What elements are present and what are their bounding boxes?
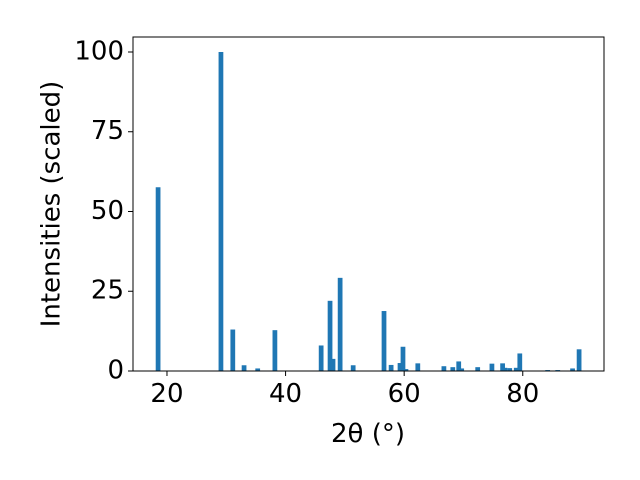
- y-tick-label: 75: [91, 116, 124, 146]
- bar: [388, 364, 394, 371]
- y-tick-label: 0: [107, 356, 124, 386]
- bar: [500, 363, 505, 371]
- axes-frame: [132, 36, 605, 372]
- bar: [255, 368, 261, 371]
- bar: [450, 367, 456, 371]
- y-tick-label: 50: [91, 196, 124, 226]
- bar: [381, 311, 387, 371]
- y-axis-label: Intensities (scaled): [37, 81, 67, 328]
- y-tick-label: 100: [74, 36, 124, 66]
- x-tick-label: 80: [506, 379, 539, 409]
- bar: [576, 349, 582, 371]
- bar: [517, 353, 523, 371]
- y-tick-label: 25: [91, 276, 124, 306]
- bar: [337, 277, 343, 371]
- bar: [459, 368, 465, 371]
- bar: [507, 368, 513, 371]
- x-tick-label: 40: [269, 379, 302, 409]
- bar: [403, 369, 409, 371]
- bar: [475, 367, 481, 371]
- bar: [570, 368, 575, 371]
- bar: [327, 300, 333, 371]
- bar: [230, 329, 236, 371]
- bar: [272, 330, 278, 371]
- x-axis-label: 2θ (°): [331, 419, 405, 449]
- bar: [415, 363, 421, 371]
- x-tick-label: 20: [150, 379, 183, 409]
- bar: [502, 367, 508, 371]
- bar: [397, 363, 403, 371]
- bar: [330, 358, 336, 371]
- bar: [218, 51, 224, 371]
- bar: [318, 345, 324, 371]
- bar: [350, 365, 356, 371]
- x-tick-label: 60: [388, 379, 421, 409]
- bar: [155, 187, 161, 371]
- bar: [400, 346, 406, 371]
- bar: [456, 361, 462, 371]
- bar: [441, 366, 447, 371]
- bar: [513, 367, 519, 371]
- bar: [489, 363, 495, 371]
- bar: [241, 365, 247, 371]
